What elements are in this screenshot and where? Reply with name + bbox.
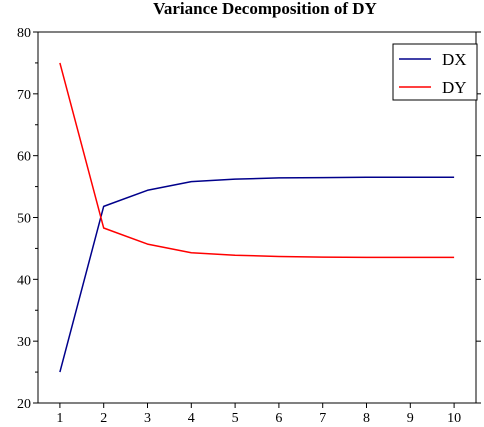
y-tick-label: 40	[17, 273, 31, 288]
y-tick-label: 20	[17, 397, 31, 412]
legend-label-dy: DY	[442, 78, 467, 97]
x-tick-label: 2	[100, 411, 107, 426]
legend-box	[392, 43, 478, 101]
x-tick-label: 6	[275, 411, 282, 426]
y-tick-label: 60	[17, 150, 31, 165]
chart-title: Variance Decomposition of DY	[153, 0, 377, 18]
x-tick-label: 3	[144, 411, 151, 426]
y-tick-label: 80	[17, 26, 31, 41]
x-tick-label: 9	[407, 411, 414, 426]
x-tick-label: 1	[56, 411, 63, 426]
x-tick-label: 10	[447, 411, 461, 426]
x-tick-label: 5	[232, 411, 239, 426]
x-tick-label: 4	[188, 411, 195, 426]
series-line-dx	[59, 176, 455, 373]
legend-label-dx: DX	[442, 50, 467, 69]
y-tick-label: 30	[17, 335, 31, 350]
y-tick-label: 70	[17, 88, 31, 103]
legend: DX DY	[392, 43, 478, 101]
series-lines	[59, 62, 455, 373]
x-tick-label: 8	[363, 411, 370, 426]
axes: 20 30 40 50 60 70 80 1 2 3 4 5 6 7 8 9 10	[17, 26, 481, 426]
series-line-dy	[59, 62, 455, 259]
x-tick-label: 7	[319, 411, 326, 426]
y-tick-label: 50	[17, 212, 31, 227]
